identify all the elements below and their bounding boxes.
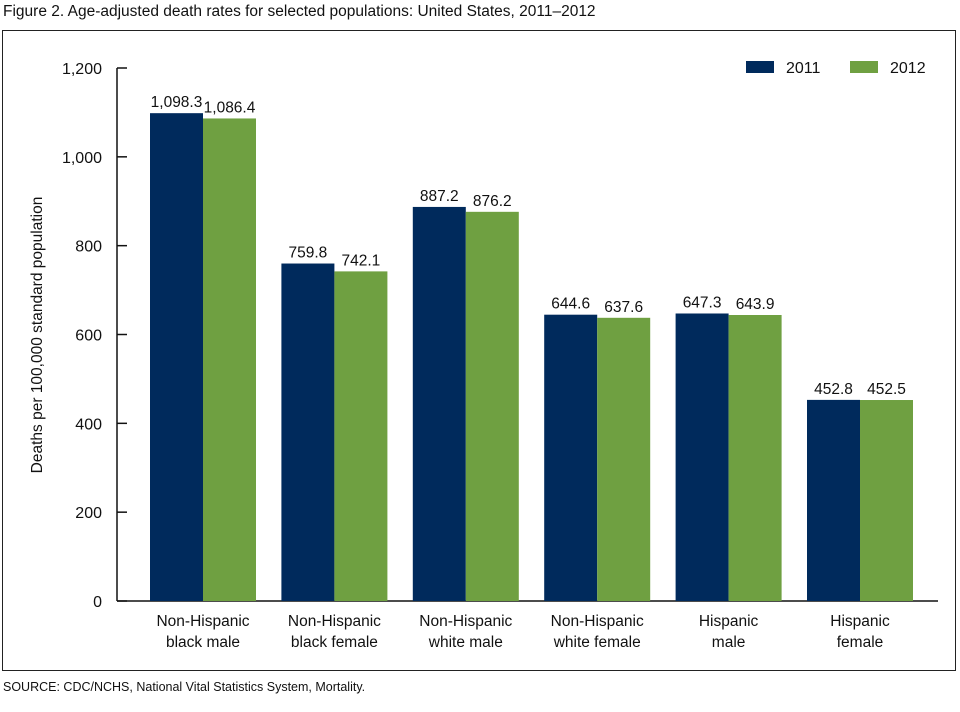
data-label: 637.6 <box>604 299 643 316</box>
data-label: 1,098.3 <box>151 94 203 111</box>
x-tick-label: white female <box>553 634 641 651</box>
data-label: 647.3 <box>683 294 722 311</box>
bar-2012 <box>728 315 782 601</box>
y-tick-label: 800 <box>75 239 102 256</box>
x-tick-label: Hispanic <box>699 613 759 630</box>
x-tick-label: Non-Hispanic <box>288 613 381 630</box>
bar-2012 <box>334 271 388 601</box>
y-tick-label: 400 <box>75 416 102 433</box>
legend-swatch-2011 <box>746 61 774 73</box>
bar-2011 <box>412 206 466 601</box>
chart-title: Figure 2. Age-adjusted death rates for s… <box>3 3 596 20</box>
data-label: 876.2 <box>473 193 512 210</box>
bar-2012 <box>203 118 256 601</box>
y-tick-label: 0 <box>93 594 102 611</box>
x-tick-label: Non-Hispanic <box>156 613 249 630</box>
x-tick-label: female <box>837 634 884 651</box>
y-tick-label: 600 <box>75 328 102 345</box>
data-label: 452.8 <box>814 381 853 398</box>
bar-2011 <box>675 313 729 601</box>
x-tick-label: white male <box>428 634 503 651</box>
bar-2011 <box>807 399 860 601</box>
bar-2011 <box>150 113 203 601</box>
legend-label: 2012 <box>890 60 926 77</box>
bar-2012 <box>860 400 913 601</box>
x-tick-label: Hispanic <box>830 613 890 630</box>
legend-swatch-2012 <box>850 61 878 73</box>
bar-2011 <box>281 263 335 601</box>
legend-label: 2011 <box>786 60 821 77</box>
data-label: 1,086.4 <box>204 99 256 116</box>
chart-frame <box>2 30 956 671</box>
data-label: 742.1 <box>342 252 381 269</box>
bar-2012 <box>597 317 651 601</box>
data-label: 643.9 <box>736 296 775 313</box>
source-note: SOURCE: CDC/NCHS, National Vital Statist… <box>3 680 366 694</box>
x-tick-label: Non-Hispanic <box>551 613 644 630</box>
x-tick-label: male <box>712 634 746 651</box>
data-label: 887.2 <box>420 188 459 205</box>
bar-2012 <box>465 211 519 601</box>
data-label: 452.5 <box>867 381 906 398</box>
y-axis-label: Deaths per 100,000 standard population <box>29 197 46 474</box>
x-tick-label: Non-Hispanic <box>419 613 512 630</box>
data-label: 644.6 <box>551 296 590 313</box>
data-label: 759.8 <box>289 245 328 262</box>
y-tick-label: 1,200 <box>62 61 102 78</box>
y-tick-label: 200 <box>75 505 102 522</box>
x-tick-label: black female <box>291 634 378 651</box>
y-tick-label: 1,000 <box>62 150 102 167</box>
bar-2011 <box>544 314 598 601</box>
x-tick-label: black male <box>166 634 240 651</box>
